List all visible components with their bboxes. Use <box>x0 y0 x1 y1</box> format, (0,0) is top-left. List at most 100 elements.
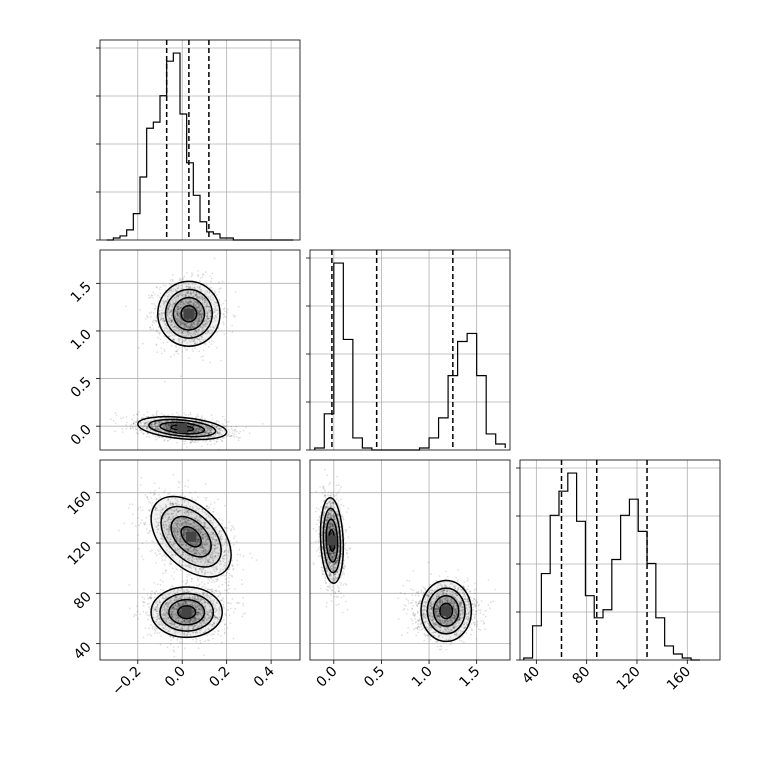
sample-point <box>159 504 161 507</box>
sample-point <box>200 319 203 322</box>
sample-point <box>200 531 202 534</box>
sample-point <box>185 294 188 296</box>
sample-point <box>168 533 171 536</box>
sample-point <box>228 576 231 579</box>
sample-point <box>190 292 193 295</box>
sample-point <box>153 303 156 305</box>
sample-point <box>179 318 182 321</box>
sample-point <box>146 411 149 414</box>
sample-point <box>180 321 183 324</box>
sample-point <box>171 324 174 327</box>
sample-point <box>187 325 189 328</box>
sample-point <box>159 421 161 423</box>
sample-point <box>177 352 180 355</box>
sample-point <box>178 339 181 341</box>
sample-point <box>214 319 217 322</box>
sample-point <box>151 413 154 416</box>
sample-point <box>167 320 170 323</box>
sample-point <box>156 427 159 430</box>
sample-point <box>172 516 175 518</box>
sample-point <box>196 539 199 541</box>
sample-point <box>197 338 199 340</box>
sample-point <box>142 636 145 639</box>
sample-point <box>157 428 160 430</box>
sample-point <box>190 513 193 516</box>
sample-point <box>166 314 169 316</box>
sample-point <box>209 428 212 430</box>
sample-point <box>206 291 209 294</box>
sample-point <box>183 501 186 504</box>
sample-point <box>201 299 204 301</box>
sample-point <box>232 568 235 571</box>
sample-point <box>242 568 245 571</box>
sample-point <box>167 318 169 321</box>
sample-point <box>177 308 180 310</box>
sample-point <box>233 435 235 438</box>
sample-point <box>223 313 225 315</box>
sample-point <box>203 562 206 565</box>
sample-point <box>236 541 238 543</box>
sample-point <box>216 621 219 623</box>
sample-point <box>180 334 183 337</box>
sample-point <box>180 564 183 567</box>
sample-point <box>187 318 190 321</box>
sample-point <box>206 312 209 315</box>
sample-point <box>164 531 167 534</box>
sample-point <box>196 297 199 299</box>
sample-point <box>200 522 203 525</box>
sample-point <box>184 295 187 297</box>
sample-point <box>125 424 128 427</box>
sample-point <box>174 502 177 505</box>
sample-point <box>219 570 222 572</box>
sample-point <box>198 310 200 312</box>
sample-point <box>217 327 220 330</box>
sample-point <box>200 317 203 319</box>
sample-point <box>197 270 200 272</box>
sample-point <box>163 520 166 523</box>
sample-point <box>170 323 173 326</box>
sample-point <box>188 326 191 329</box>
sample-point <box>161 509 164 512</box>
sample-point <box>186 301 189 304</box>
sample-point <box>205 499 208 501</box>
sample-point <box>189 285 192 288</box>
sample-point <box>164 489 167 491</box>
sample-point <box>178 550 181 553</box>
sample-point <box>210 430 212 433</box>
sample-point <box>172 287 175 290</box>
sample-point <box>176 533 179 536</box>
sample-point <box>201 296 204 299</box>
sample-point <box>224 577 227 580</box>
sample-point <box>199 310 202 312</box>
sample-point <box>171 326 174 329</box>
sample-point <box>218 299 221 301</box>
sample-point <box>194 312 197 315</box>
sample-point <box>187 303 189 305</box>
sample-point <box>156 437 159 439</box>
sample-point <box>206 330 209 333</box>
sample-point <box>160 537 163 540</box>
sample-point <box>203 300 206 303</box>
sample-point <box>216 346 218 349</box>
sample-point <box>195 320 197 322</box>
sample-point <box>160 347 163 349</box>
sample-point <box>212 535 215 538</box>
sample-point <box>184 485 187 488</box>
sample-point <box>237 305 240 308</box>
sample-point <box>177 303 180 306</box>
sample-point <box>183 302 186 305</box>
sample-point <box>197 275 200 278</box>
sample-point <box>178 509 181 512</box>
sample-point <box>202 549 205 552</box>
sample-point <box>197 296 200 298</box>
sample-point <box>202 535 205 538</box>
sample-point <box>148 312 151 315</box>
sample-point <box>192 525 195 528</box>
sample-point <box>198 315 200 317</box>
sample-point <box>194 295 197 297</box>
sample-point <box>177 414 180 416</box>
sample-point <box>223 323 225 326</box>
sample-point <box>188 303 191 305</box>
sample-point <box>182 560 184 563</box>
sample-point <box>204 320 206 322</box>
